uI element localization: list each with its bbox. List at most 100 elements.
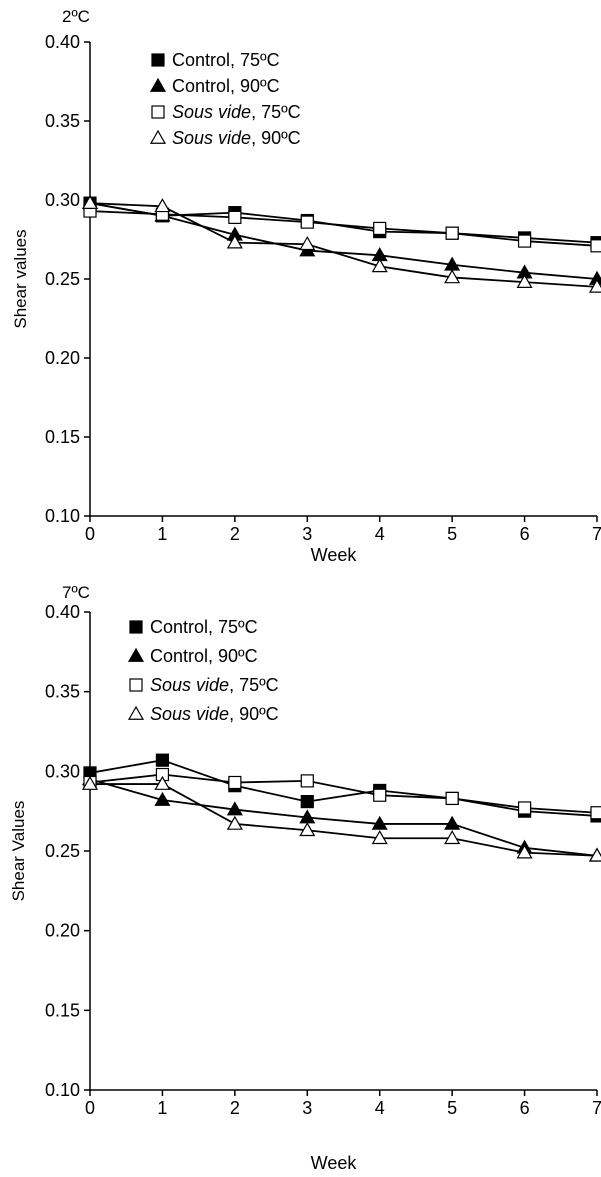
legend-label: Sous vide, 75ºC (172, 102, 301, 122)
data-point (371, 815, 388, 830)
data-point (300, 215, 314, 229)
data-point (517, 234, 532, 248)
data-point (590, 806, 601, 820)
x-tick-label: 7 (592, 1098, 601, 1118)
legend-label-suffix: , 75ºC (208, 617, 258, 637)
legend-marker (151, 105, 165, 119)
series-line (89, 778, 598, 857)
data-point (300, 774, 314, 788)
x-tick-label: 7 (592, 524, 601, 544)
y-axis-label: Shear Values (9, 801, 28, 902)
y-tick-label: 0.40 (45, 602, 80, 622)
y-tick-label: 0.25 (45, 841, 80, 861)
y-tick-label: 0.25 (45, 269, 80, 289)
legend-label-main: Sous vide (172, 128, 251, 148)
legend-label: Control, 90ºC (172, 76, 280, 96)
legend-marker (129, 678, 143, 692)
y-tick-label: 0.20 (45, 921, 80, 941)
data-point (590, 239, 601, 253)
legend-marker (129, 620, 143, 634)
series-line (89, 202, 598, 288)
data-point (300, 795, 314, 809)
legend-label: Sous vide, 75ºC (150, 675, 279, 695)
x-tick-label: 4 (375, 1098, 385, 1118)
legend-label-suffix: , 75ºC (230, 50, 280, 70)
chart-panel-1: 7ºC 0.10 0.15 0.20 0.25 0.30 0.35 0.40 0 1 2 3 4 5 6 7 W… (9, 583, 601, 1173)
x-axis-label: Week (311, 1153, 358, 1172)
x-tick-label: 0 (85, 1098, 95, 1118)
series-line (89, 773, 598, 814)
legend-label-main: Sous vide (150, 704, 229, 724)
x-tick-label: 2 (230, 524, 240, 544)
legend-label-main: Sous vide (150, 675, 229, 695)
x-tick-label: 5 (447, 1098, 457, 1118)
x-tick-label: 5 (447, 524, 457, 544)
data-point (299, 236, 316, 251)
x-tick-label: 3 (302, 524, 312, 544)
legend-label: Sous vide, 90ºC (172, 128, 301, 148)
legend-label-main: Control (150, 617, 208, 637)
series-line (89, 210, 598, 247)
y-tick-label: 0.15 (45, 427, 80, 447)
series-line (90, 783, 598, 857)
y-tick-label: 0.20 (45, 348, 80, 368)
data-point (517, 801, 532, 815)
data-point (444, 269, 461, 284)
data-point (444, 815, 461, 830)
data-point (155, 753, 170, 767)
x-tick-label: 4 (375, 524, 385, 544)
y-tick-label: 0.30 (45, 190, 80, 210)
legend-label: Control, 75ºC (172, 50, 280, 70)
legend-label-suffix: , 90ºC (251, 128, 301, 148)
data-point (228, 775, 242, 790)
series-line (89, 759, 598, 817)
legend-label-suffix: , 90ºC (230, 76, 280, 96)
legend-label: Sous vide, 90ºC (150, 704, 279, 724)
legend-marker (127, 647, 145, 662)
legend-marker (151, 53, 165, 67)
legend-label-suffix: , 75ºC (251, 102, 301, 122)
x-tick-label: 1 (157, 524, 167, 544)
x-tick-label: 0 (85, 524, 95, 544)
y-tick-label: 0.15 (45, 1000, 80, 1020)
legend-label-suffix: , 90ºC (229, 704, 279, 724)
x-tick-label: 1 (157, 1098, 167, 1118)
legend-label-suffix: , 75ºC (229, 675, 279, 695)
data-point (445, 226, 459, 240)
data-point (444, 830, 461, 845)
legend-label-suffix: , 90ºC (208, 646, 258, 666)
legend-label-main: Control (172, 50, 230, 70)
x-tick-label: 6 (520, 1098, 530, 1118)
y-tick-label: 0.10 (45, 506, 80, 526)
data-point (445, 791, 459, 806)
data-point (81, 194, 99, 210)
series-line (89, 202, 598, 280)
data-point (516, 844, 533, 859)
legend-marker (149, 129, 167, 144)
legend-marker (149, 77, 167, 92)
data-point (226, 815, 243, 830)
y-tick-label: 0.10 (45, 1080, 80, 1100)
data-point (154, 791, 171, 806)
data-point (226, 801, 243, 816)
y-tick-label: 0.35 (45, 111, 80, 131)
legend-label: Control, 75ºC (150, 617, 258, 637)
data-point (371, 830, 388, 845)
legend-label: Control, 90ºC (150, 646, 258, 666)
data-point (516, 273, 533, 289)
x-tick-label: 2 (230, 1098, 240, 1118)
data-point (299, 822, 316, 837)
series-markers (83, 767, 601, 820)
y-tick-label: 0.35 (45, 682, 80, 702)
legend-label-main: Sous vide (172, 102, 251, 122)
data-point (373, 788, 387, 802)
data-point (228, 210, 242, 224)
chart-title: 7ºC (62, 583, 90, 602)
data-point (154, 775, 171, 790)
chart-title: 2ºC (62, 7, 90, 26)
data-point (373, 221, 387, 236)
data-point (371, 258, 388, 273)
